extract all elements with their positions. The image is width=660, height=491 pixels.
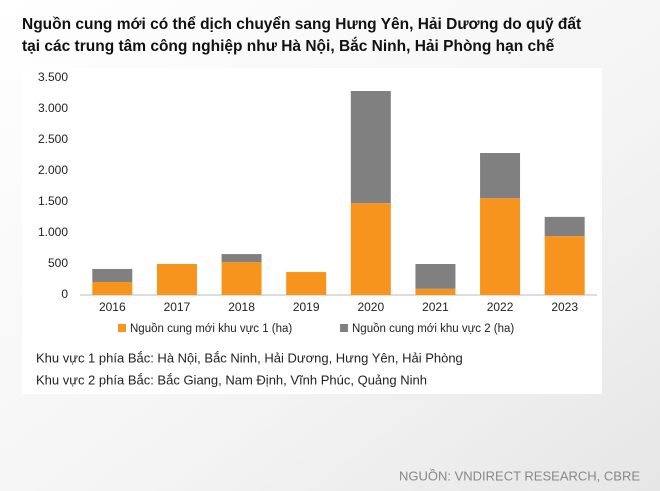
bar-segment [92, 281, 133, 295]
x-tick-label: 2019 [293, 300, 320, 314]
bar-segment [350, 203, 391, 295]
note: Khu vực 1 phía Bắc: Hà Nội, Bắc Ninh, Hả… [36, 350, 463, 365]
y-tick-label: 1.500 [38, 194, 68, 208]
y-tick-label: 500 [48, 256, 68, 270]
bar-segment [415, 264, 456, 289]
x-tick-label: 2017 [164, 300, 191, 314]
bar-segment [221, 262, 262, 295]
bar-segment [92, 268, 133, 282]
x-tick-label: 2023 [551, 300, 578, 314]
y-tick-label: 2.500 [38, 132, 68, 146]
legend-label: Nguồn cung mới khu vực 2 (ha) [352, 323, 514, 335]
x-tick-label: 2016 [99, 300, 126, 314]
y-tick-label: 3.500 [38, 70, 68, 84]
legend-swatch [118, 324, 126, 332]
chart-title: tại các trung tâm công nghiệp như Hà Nội… [22, 37, 555, 55]
x-tick-label: 2021 [422, 300, 449, 314]
bar-segment [480, 198, 521, 295]
x-tick-label: 2018 [228, 300, 255, 314]
y-tick-label: 0 [61, 287, 68, 301]
bar-segment [544, 216, 585, 237]
x-tick-label: 2022 [487, 300, 514, 314]
y-tick-label: 1.000 [38, 225, 68, 239]
chart-title: Nguồn cung mới có thể dịch chuyển sang H… [22, 16, 581, 33]
bar-segment [286, 272, 327, 295]
bar-segment [480, 153, 521, 199]
bar-segment [221, 254, 262, 263]
note: Khu vực 2 phía Bắc: Bắc Giang, Nam Định,… [36, 372, 427, 387]
y-tick-label: 3.000 [38, 101, 68, 115]
bar-segment [544, 236, 585, 295]
x-tick-label: 2020 [357, 300, 384, 314]
bar-segment [415, 288, 456, 295]
y-tick-label: 2.000 [38, 163, 68, 177]
bar-segment [156, 264, 197, 295]
source: NGUỒN: VNDIRECT RESEARCH, CBRE [399, 468, 640, 483]
legend-label: Nguồn cung mới khu vực 1 (ha) [130, 323, 292, 335]
bar-segment [350, 91, 391, 204]
legend-swatch [340, 324, 348, 332]
